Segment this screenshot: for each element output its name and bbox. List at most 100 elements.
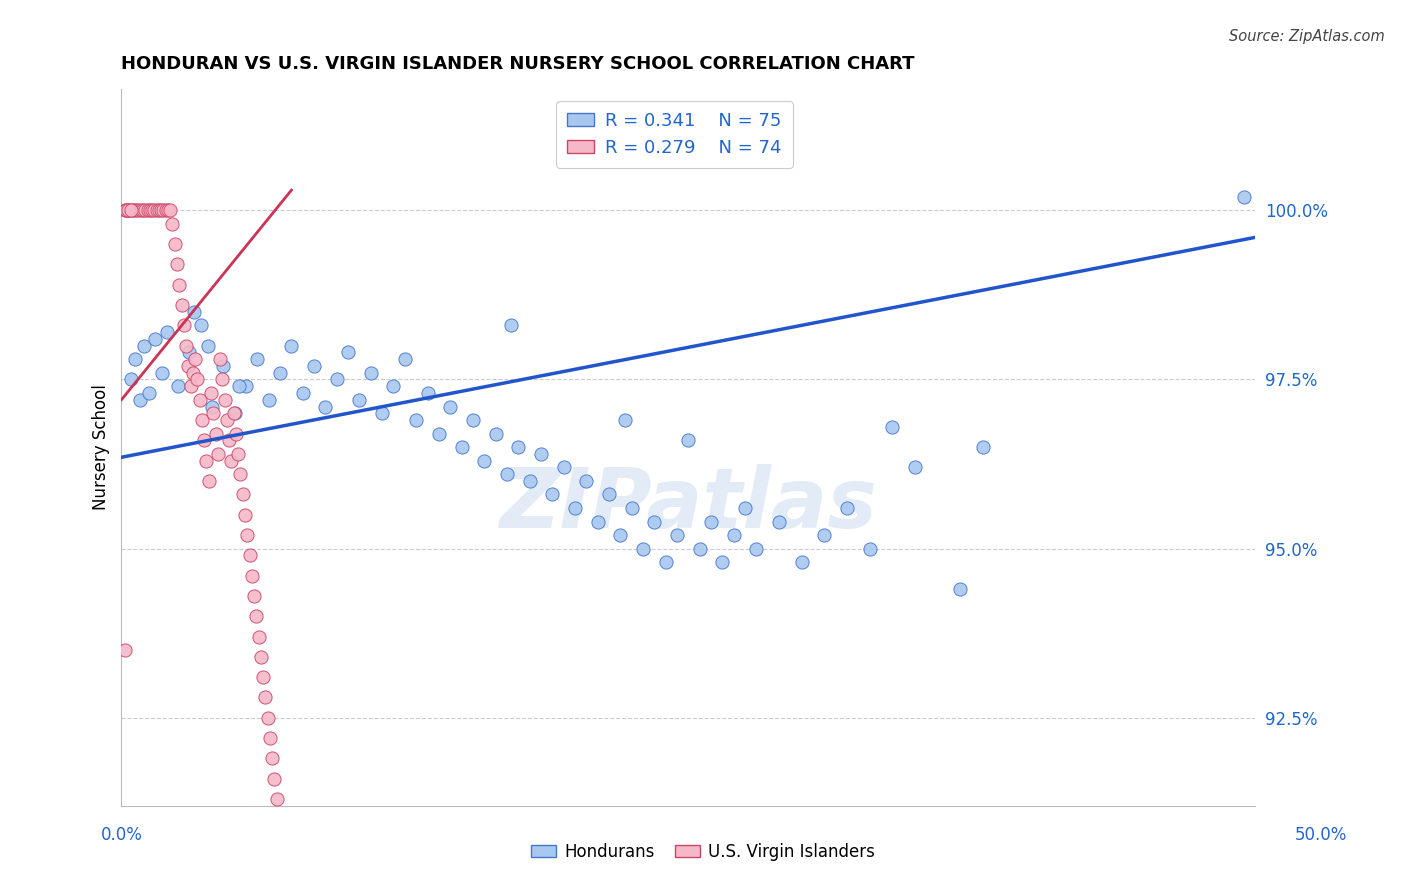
Point [564,501,586,516]
Text: HONDURAN VS U.S. VIRGIN ISLANDER NURSERY SCHOOL CORRELATION CHART: HONDURAN VS U.S. VIRGIN ISLANDER NURSERY… [121,55,915,73]
Point [835,501,858,516]
Point [236,528,259,542]
Point [472,453,495,467]
Point [173,318,195,333]
Legend: R = 0.341    N = 75, R = 0.279    N = 74: R = 0.341 N = 75, R = 0.279 N = 74 [557,101,793,168]
Point [193,434,215,448]
Text: ZIPatlas: ZIPatlas [499,464,877,545]
Point [266,792,288,806]
Point [553,460,575,475]
Point [262,751,284,765]
Point [360,366,382,380]
Point [225,426,247,441]
Point [450,440,472,454]
Point [180,379,202,393]
Point [643,515,665,529]
Point [200,386,222,401]
Point [215,413,238,427]
Point [613,413,636,427]
Point [174,338,197,352]
Point [152,203,174,218]
Point [723,528,745,542]
Point [541,487,564,501]
Point [209,352,232,367]
Point [235,379,257,393]
Point [586,515,609,529]
Point [243,589,266,603]
Point [136,203,159,218]
Point [654,555,676,569]
Point [127,203,149,218]
Point [484,426,506,441]
Point [501,318,523,333]
Point [190,318,212,333]
Point [214,392,236,407]
Point [195,453,218,467]
Point [134,203,156,218]
Point [291,386,314,401]
Point [269,366,291,380]
Point [382,379,405,393]
Point [202,406,225,420]
Point [179,345,201,359]
Point [233,508,256,522]
Point [689,541,711,556]
Point [302,359,325,373]
Point [371,406,394,420]
Point [620,501,643,516]
Point [530,447,553,461]
Point [156,203,179,218]
Point [143,203,166,218]
Point [676,434,699,448]
Point [238,549,260,563]
Point [280,338,302,352]
Point [700,515,723,529]
Point [226,447,249,461]
Point [224,406,246,420]
Text: 50.0%: 50.0% [1295,826,1347,844]
Point [121,203,143,218]
Point [267,812,290,826]
Point [188,392,211,407]
Point [170,298,193,312]
Point [211,372,233,386]
Point [197,474,219,488]
Point [181,366,204,380]
Point [519,474,541,488]
Point [257,392,280,407]
Point [229,467,252,482]
Point [768,515,790,529]
Legend: Hondurans, U.S. Virgin Islanders: Hondurans, U.S. Virgin Islanders [524,837,882,868]
Point [132,203,155,218]
Point [326,372,349,386]
Point [145,332,167,346]
Point [882,419,904,434]
Point [972,440,994,454]
Point [246,352,269,367]
Point [508,440,530,454]
Point [232,487,254,501]
Point [122,203,145,218]
Point [186,372,208,386]
Point [177,359,200,373]
Point [197,338,219,352]
Point [132,338,155,352]
Point [141,203,163,218]
Point [191,413,214,427]
Point [125,203,148,218]
Point [495,467,517,482]
Point [250,649,273,664]
Text: 0.0%: 0.0% [101,826,143,844]
Point [156,325,179,339]
Point [240,568,263,582]
Point [245,609,267,624]
Point [337,345,360,359]
Point [183,305,205,319]
Point [745,541,768,556]
Point [159,203,181,218]
Point [247,630,270,644]
Point [813,528,835,542]
Point [221,453,243,467]
Point [259,731,281,745]
Point [222,406,245,420]
